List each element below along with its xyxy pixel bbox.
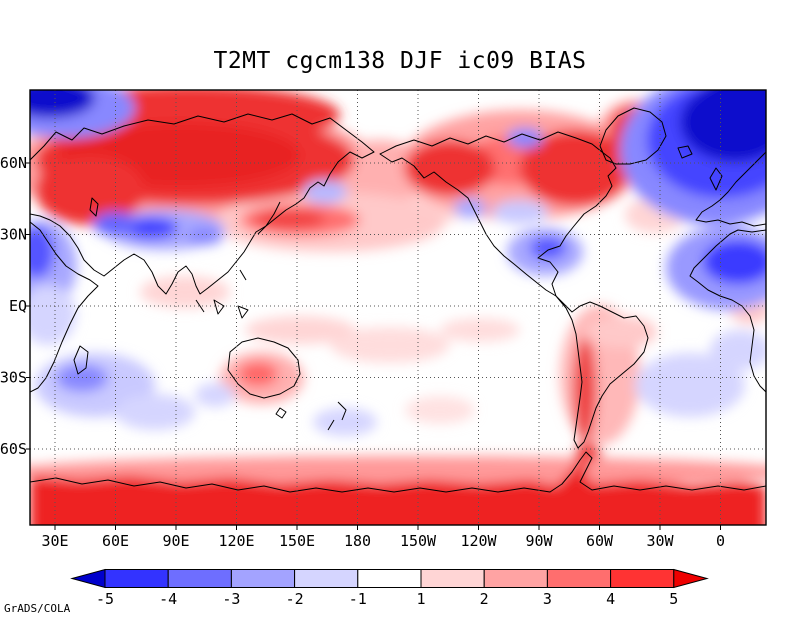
x-tick-label: 150E [279, 532, 315, 550]
antarctica-red-band [30, 456, 766, 525]
colorbar-label: -3 [222, 590, 240, 608]
x-tick-label: 60W [586, 532, 614, 550]
colorbar: -5 -4 -3 -2 -1 1 2 3 4 5 [70, 568, 709, 608]
greenland [599, 107, 667, 165]
japan [257, 201, 281, 235]
east-africa-coast [30, 221, 99, 393]
colorbar-segment [546, 569, 612, 588]
colorbar-right-arrow [673, 568, 709, 589]
colorbar-label: 2 [480, 590, 489, 608]
madagascar [73, 345, 89, 375]
plot-title: T2MT cgcm138 DJF ic09 BIAS [213, 48, 586, 74]
colorbar-segment [104, 569, 169, 588]
x-tick-label: 90E [162, 532, 189, 550]
colorbar-left-arrow [70, 568, 106, 589]
philippines [239, 269, 247, 281]
colorbar-label: 1 [416, 590, 425, 608]
sumatra [195, 299, 205, 313]
x-tick-label: 120W [460, 532, 497, 550]
colorbar-label: -4 [159, 590, 177, 608]
y-tick-label: 60N [0, 154, 27, 172]
new-zealand [327, 401, 347, 431]
colorbar-segment [357, 569, 422, 588]
colorbar-label: 4 [606, 590, 615, 608]
gridlines [30, 90, 766, 525]
colorbar-segment [230, 569, 296, 588]
x-tick-label: 30E [41, 532, 68, 550]
borneo [213, 299, 225, 315]
colorbar-label: -5 [96, 590, 114, 608]
axis-tickmarks [26, 162, 721, 530]
north-america [379, 131, 617, 297]
colorbar-label: -2 [286, 590, 304, 608]
credit-text: GrADS/COLA [4, 602, 71, 615]
x-tick-label: 30W [646, 532, 674, 550]
x-tick-label: 180 [344, 532, 371, 550]
antarctica-coast [30, 451, 766, 493]
map-frame [29, 89, 767, 526]
europe-coast [695, 151, 766, 227]
caspian-sea [89, 197, 99, 217]
colorbar-segment [420, 569, 485, 588]
coastlines [30, 107, 766, 493]
x-tick-label: 120E [218, 532, 254, 550]
colorbar-label: 3 [543, 590, 552, 608]
x-tick-label: 0 [716, 532, 725, 550]
colorbar-label: -1 [349, 590, 367, 608]
eurasia-coast [30, 113, 375, 295]
y-tick-label: 30N [0, 226, 27, 244]
iceland [677, 145, 693, 159]
y-tick-label: EQ [9, 297, 27, 315]
west-africa-coast [689, 229, 766, 393]
y-axis-labels: 60N 30N EQ 30S 60S [0, 154, 27, 458]
x-axis-labels: 30E 60E 90E 120E 150E 180 150W 120W 90W … [41, 532, 725, 550]
great-britain [709, 167, 723, 191]
new-guinea [237, 305, 249, 319]
colorbar-segment [294, 569, 359, 588]
colorbar-label: 5 [669, 590, 678, 608]
y-tick-label: 30S [0, 369, 27, 387]
tasmania [275, 407, 287, 419]
colorbar-segment [167, 569, 232, 588]
x-tick-label: 90W [525, 532, 553, 550]
x-tick-label: 150W [400, 532, 437, 550]
x-tick-label: 60E [102, 532, 129, 550]
colorbar-segment [610, 569, 675, 588]
y-tick-label: 60S [0, 440, 27, 458]
colorbar-labels: -5 -4 -3 -2 -1 1 2 3 4 5 [96, 590, 678, 608]
colorbar-segment [483, 569, 548, 588]
australia [227, 337, 301, 399]
